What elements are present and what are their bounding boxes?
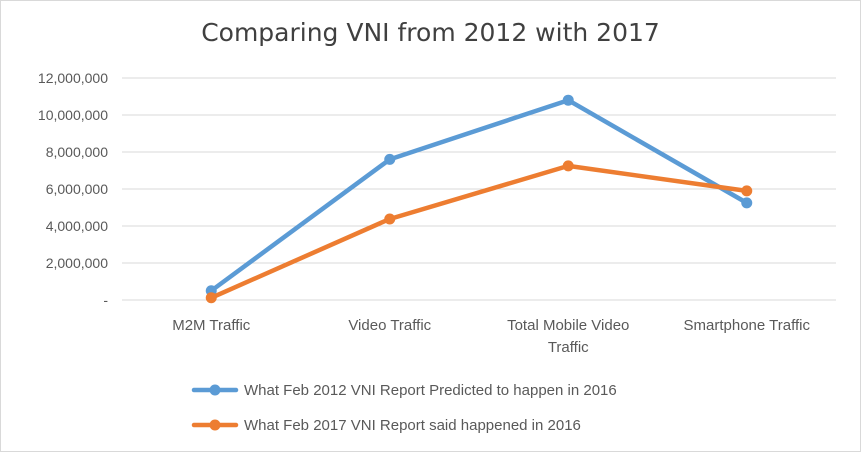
y-tick-label: 4,000,000 bbox=[46, 218, 108, 234]
y-tick-label: 12,000,000 bbox=[38, 70, 108, 86]
legend-label: What Feb 2017 VNI Report said happened i… bbox=[244, 417, 581, 434]
data-point bbox=[205, 292, 217, 304]
data-point bbox=[741, 185, 753, 197]
data-point bbox=[741, 197, 753, 209]
series-line bbox=[209, 163, 749, 301]
series-line bbox=[209, 97, 749, 293]
x-tick-label: Video Traffic bbox=[348, 317, 431, 334]
y-tick-label: 8,000,000 bbox=[46, 144, 108, 160]
data-point bbox=[384, 153, 396, 165]
y-tick-label: 10,000,000 bbox=[38, 107, 108, 123]
legend-swatch-marker bbox=[209, 384, 221, 396]
x-tick-label: Smartphone Traffic bbox=[684, 317, 811, 334]
y-tick-label: 6,000,000 bbox=[46, 181, 108, 197]
y-tick-label: - bbox=[103, 292, 108, 308]
data-point bbox=[384, 213, 396, 225]
y-tick-label: 2,000,000 bbox=[46, 255, 108, 271]
data-point bbox=[562, 160, 574, 172]
legend-label: What Feb 2012 VNI Report Predicted to ha… bbox=[244, 382, 617, 399]
chart-title: Comparing VNI from 2012 with 2017 bbox=[201, 18, 660, 47]
x-tick-label: Total Mobile Video Traffic bbox=[507, 317, 629, 356]
x-tick-label: M2M Traffic bbox=[172, 317, 251, 334]
data-point bbox=[562, 94, 574, 106]
legend-swatch-marker bbox=[209, 419, 221, 431]
